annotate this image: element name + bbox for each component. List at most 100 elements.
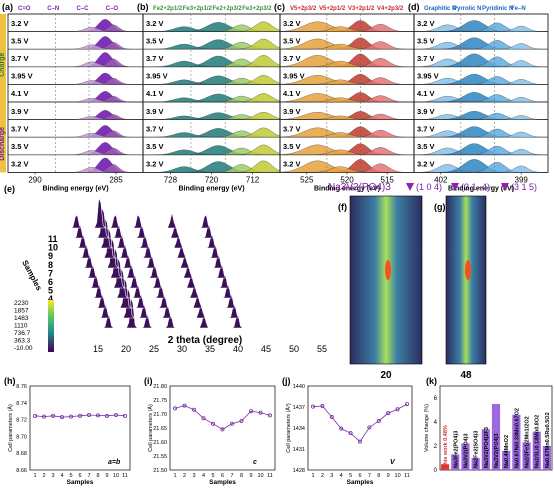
- colorbar-tick: 1483: [14, 315, 29, 322]
- xps-peak: [143, 43, 280, 50]
- voltage-label: 3.5 V: [11, 36, 29, 45]
- xps-peak: [8, 150, 143, 155]
- xrd-pattern: [62, 297, 320, 329]
- voltage-label: 3.5 V: [146, 142, 164, 151]
- lattice-ytick: 21.50: [153, 468, 167, 474]
- bar-ytick: 6: [434, 396, 438, 402]
- xps-peak: [280, 132, 414, 138]
- xps-peak: [414, 25, 548, 32]
- voltage-label: 4.1 V: [146, 89, 164, 98]
- bar: [502, 450, 511, 470]
- lattice-xlabel: Samples: [347, 479, 374, 486]
- xrd-pattern: [42, 237, 301, 269]
- charge-label: Charge: [0, 53, 6, 77]
- peak-label: Fe3+2p1/2: [183, 6, 213, 12]
- xps-peak: [8, 80, 143, 85]
- xps-tick-label: 515: [381, 175, 395, 184]
- xrd-pattern: [30, 197, 288, 229]
- bar-category-label: Na3Fe2(PO4)3: [453, 431, 459, 468]
- lattice-legend: c: [253, 459, 257, 466]
- lattice-ytick: 21.70: [153, 412, 167, 418]
- bar: [461, 443, 470, 470]
- xps-peak: [280, 60, 414, 67]
- sample-label: 5: [48, 286, 53, 296]
- bar: [532, 431, 541, 470]
- lattice-line: [174, 405, 271, 430]
- lattice-ytick: 21.65: [153, 426, 167, 432]
- lattice-ylabel: Cell parameters (Å): [7, 404, 14, 452]
- waterfall-tick: 15: [93, 344, 103, 354]
- lattice-xlabel: Samples: [67, 479, 94, 486]
- xps-peak: [8, 61, 143, 67]
- contour-hotspot: [465, 260, 471, 280]
- colorbar-tick: 363.3: [14, 338, 31, 345]
- xps-peak: [143, 149, 280, 155]
- lattice-ytick: 1440: [293, 384, 305, 390]
- contour-hotspot: [385, 260, 391, 280]
- xps-peak: [8, 132, 143, 138]
- bar-category-label: Na2Fe2(SO4)3: [474, 431, 480, 468]
- lattice-xtick: 11: [404, 473, 410, 479]
- xrd-pattern: [58, 287, 317, 319]
- voltage-label: 3.7 V: [283, 54, 301, 63]
- voltage-label: 3.95 V: [417, 72, 439, 81]
- panel-letter: (h): [4, 376, 16, 386]
- lattice-ytick: 8.66: [16, 468, 27, 474]
- lattice-xtick: 5: [69, 473, 72, 479]
- xrd-pattern: [46, 247, 304, 279]
- peak-label: C–O: [106, 6, 119, 12]
- lattice-xtick: 9: [105, 473, 108, 479]
- sample-label: 6: [48, 277, 53, 287]
- xps-peak: [280, 166, 414, 173]
- lattice-xtick: 11: [267, 473, 273, 479]
- lattice-ytick: 8.74: [16, 401, 27, 407]
- xrd-pattern: [52, 267, 311, 299]
- lattice-xtick: 11: [122, 473, 128, 479]
- bar-category-label: Na2/3Fe1/2Mn1/2O2: [525, 416, 531, 468]
- waterfall-tick: 35: [205, 344, 215, 354]
- voltage-label: 3.9 V: [283, 107, 301, 116]
- hkl-marker: [451, 183, 459, 191]
- xps-peak: [280, 26, 414, 32]
- lattice-xtick: 8: [240, 473, 243, 479]
- colorbar-tick: 2230: [14, 300, 29, 307]
- xrd-pattern: [49, 257, 308, 289]
- hkl-marker: [406, 183, 414, 191]
- lattice-ytick: 1434: [293, 426, 305, 432]
- lattice-xtick: 7: [230, 473, 233, 479]
- bar-category-label: This work 0.48%: [443, 425, 449, 468]
- panel-letter: (f): [338, 202, 347, 212]
- peak-label: Graphitic N: [424, 6, 456, 12]
- voltage-label: 3.95 V: [146, 72, 168, 81]
- xps-peak: [280, 79, 414, 85]
- contour-tick: 48: [460, 370, 472, 381]
- xps-peak: [143, 79, 280, 85]
- lattice-ytick: 1431: [293, 447, 305, 453]
- xps-tick-label: 728: [164, 175, 178, 184]
- xps-peak: [8, 167, 143, 173]
- waterfall-tick: 20: [121, 344, 131, 354]
- sample-label: 7: [48, 268, 53, 278]
- sample-label: 4: [48, 294, 53, 304]
- waterfall-tick: 40: [233, 344, 243, 354]
- lattice-ytick: 21.55: [153, 454, 167, 460]
- voltage-label: 3.2 V: [146, 19, 164, 28]
- lattice-xtick: 7: [368, 473, 371, 479]
- xrd-pattern: [33, 207, 292, 239]
- bar-category-label: Na3V2(PO4)3: [463, 433, 469, 468]
- lattice-xtick: 4: [60, 473, 63, 479]
- lattice-xtick: 9: [249, 473, 252, 479]
- xps-tick-label: 290: [28, 175, 42, 184]
- panel-letter: (a): [2, 2, 13, 12]
- bar-ytick: 4: [434, 420, 438, 426]
- voltage-label: 3.7 V: [283, 124, 301, 133]
- xps-peak: [143, 132, 280, 138]
- sample-label: 10: [48, 243, 58, 253]
- lattice-xtick: 2: [183, 473, 186, 479]
- lattice-line: [312, 403, 408, 443]
- bar-category-label: Na2/3Li0.18Mn0.8O2: [535, 415, 541, 468]
- lattice-xtick: 4: [340, 473, 343, 479]
- sample-label: 11: [48, 234, 58, 244]
- voltage-label: 3.7 V: [11, 124, 29, 133]
- xps-peak: [414, 131, 548, 138]
